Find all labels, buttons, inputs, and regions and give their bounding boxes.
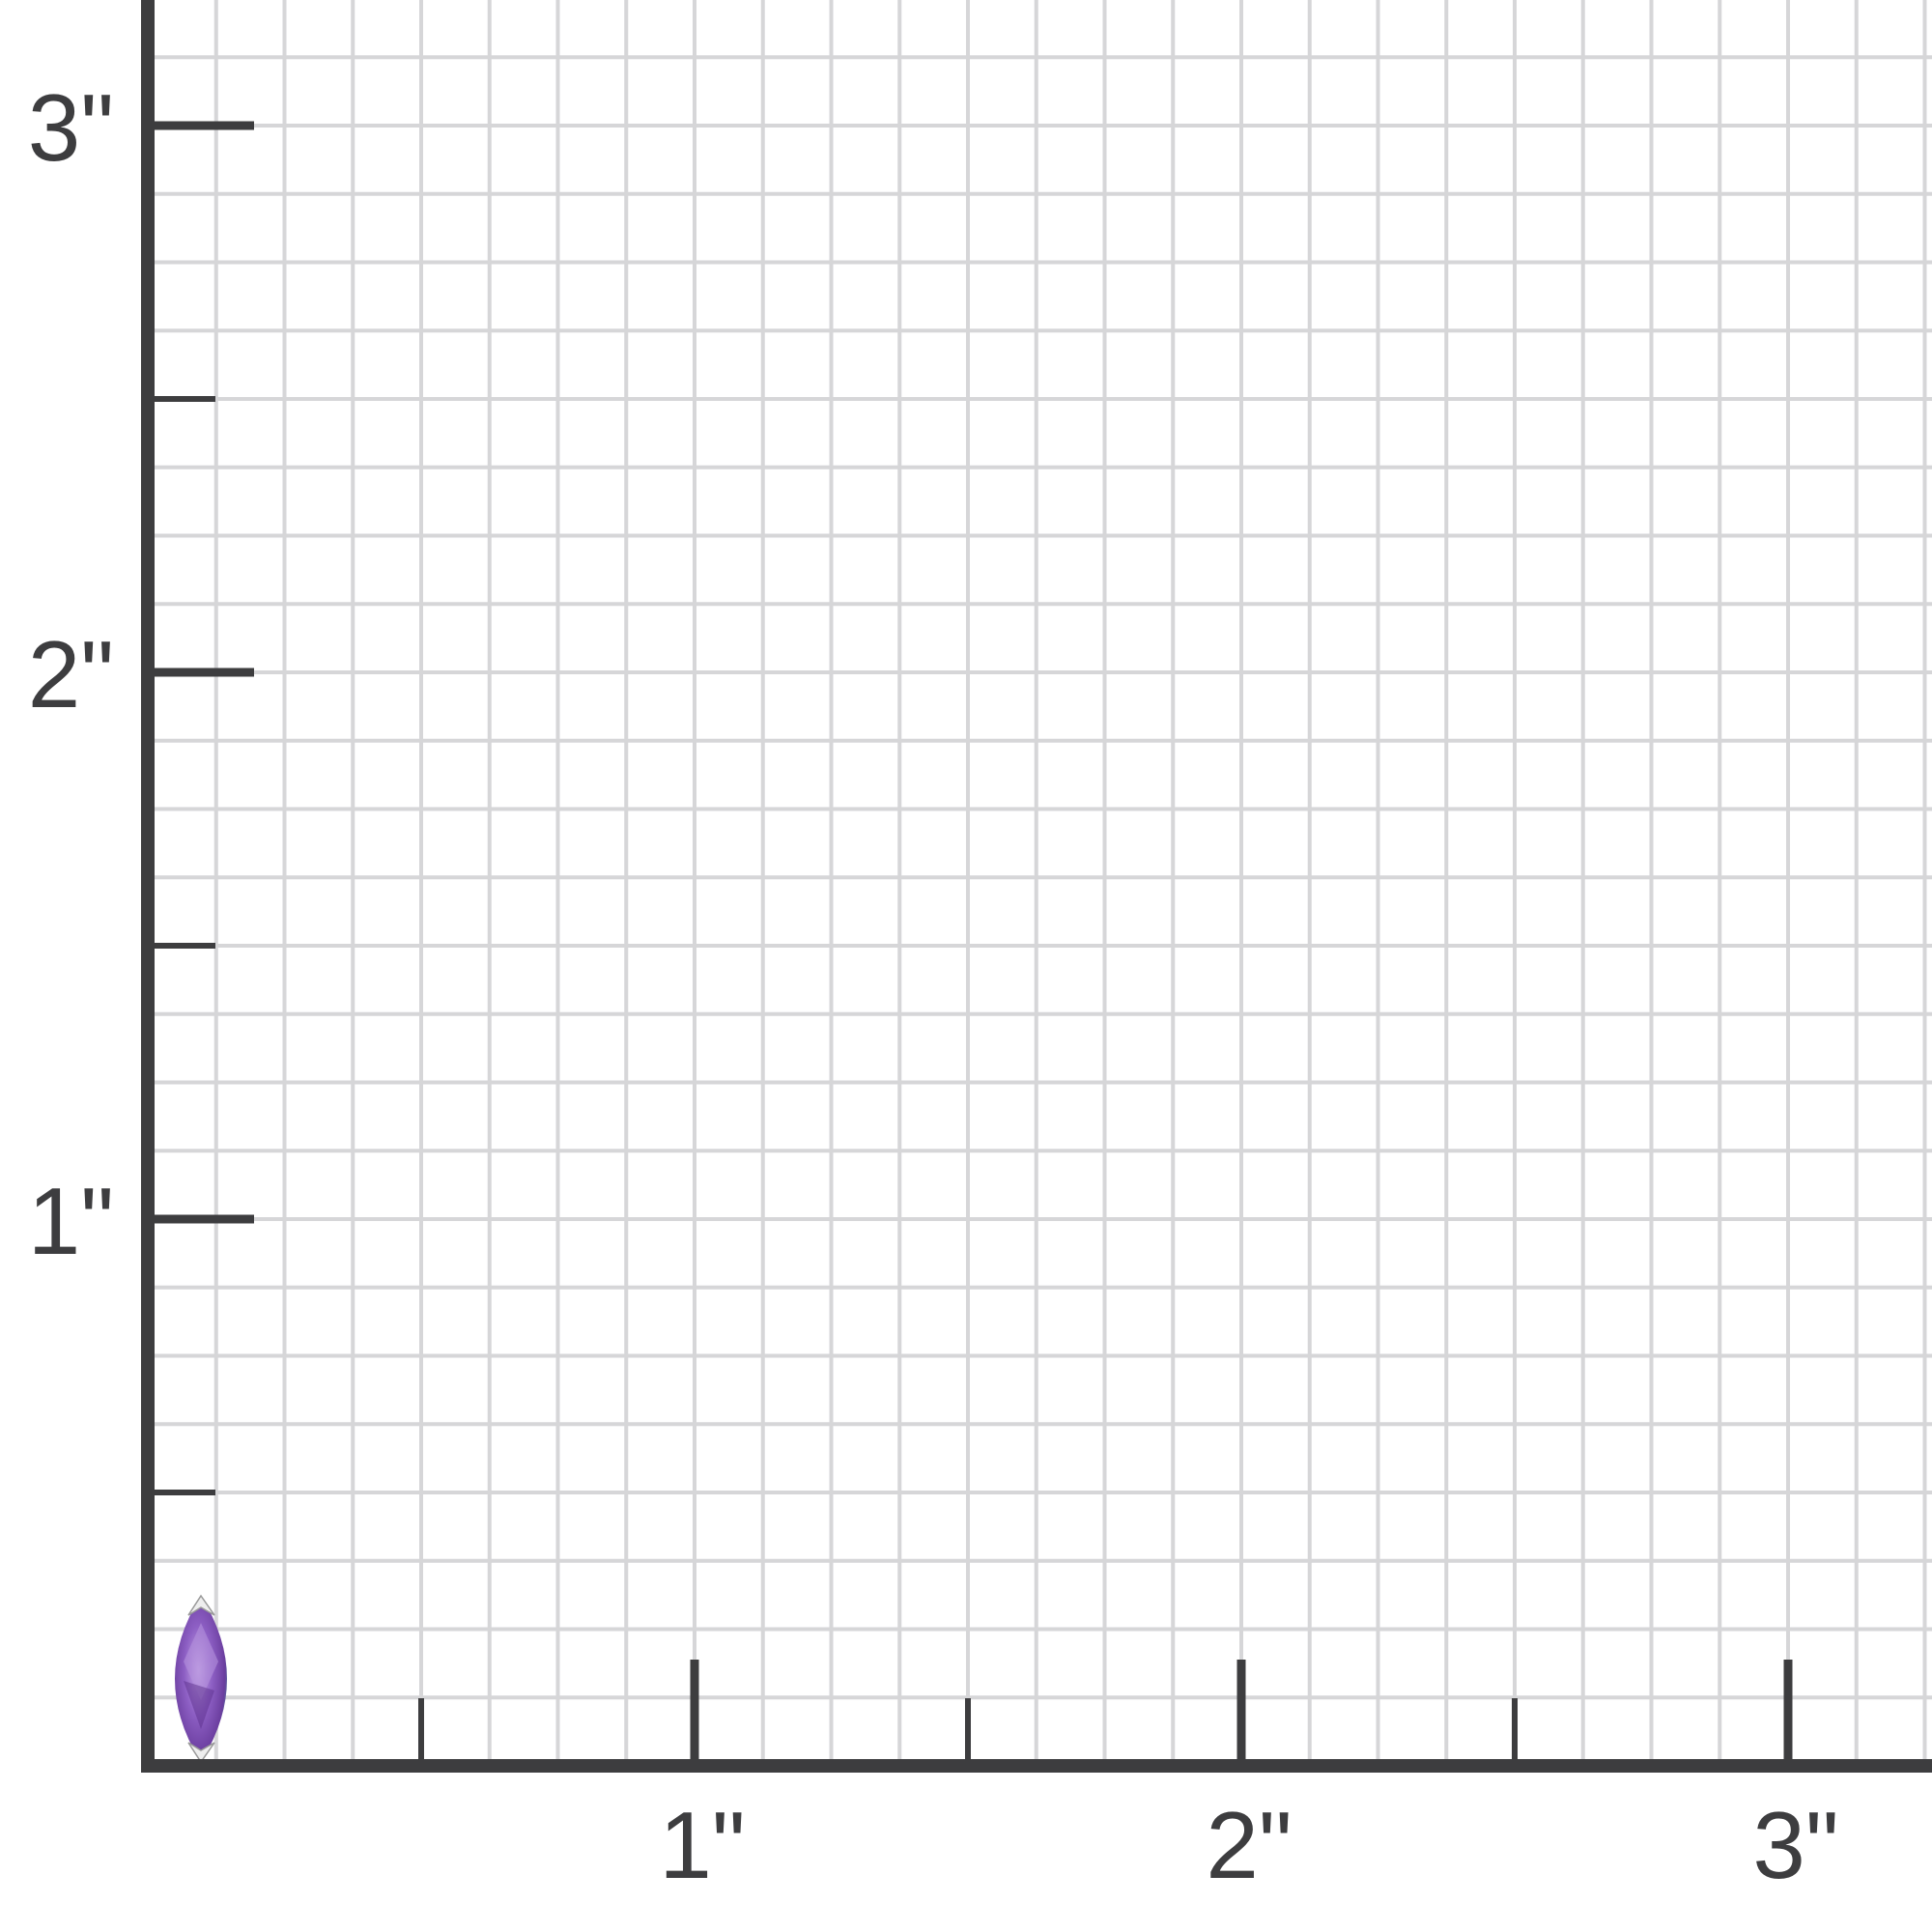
grid — [148, 0, 1932, 1766]
x-tick-label: 2" — [1206, 1792, 1292, 1898]
tick-labels: 1" 2" 3" 1" 2" 3" — [28, 74, 1839, 1898]
axes — [141, 0, 1932, 1773]
y-tick-label: 1" — [28, 1168, 114, 1274]
marquise-gemstone — [175, 1594, 227, 1764]
y-tick-label: 3" — [28, 74, 114, 181]
x-tick-label: 1" — [659, 1792, 745, 1898]
x-tick-label: 3" — [1752, 1792, 1838, 1898]
y-tick-label: 2" — [28, 621, 114, 727]
ticks — [148, 121, 1793, 1766]
